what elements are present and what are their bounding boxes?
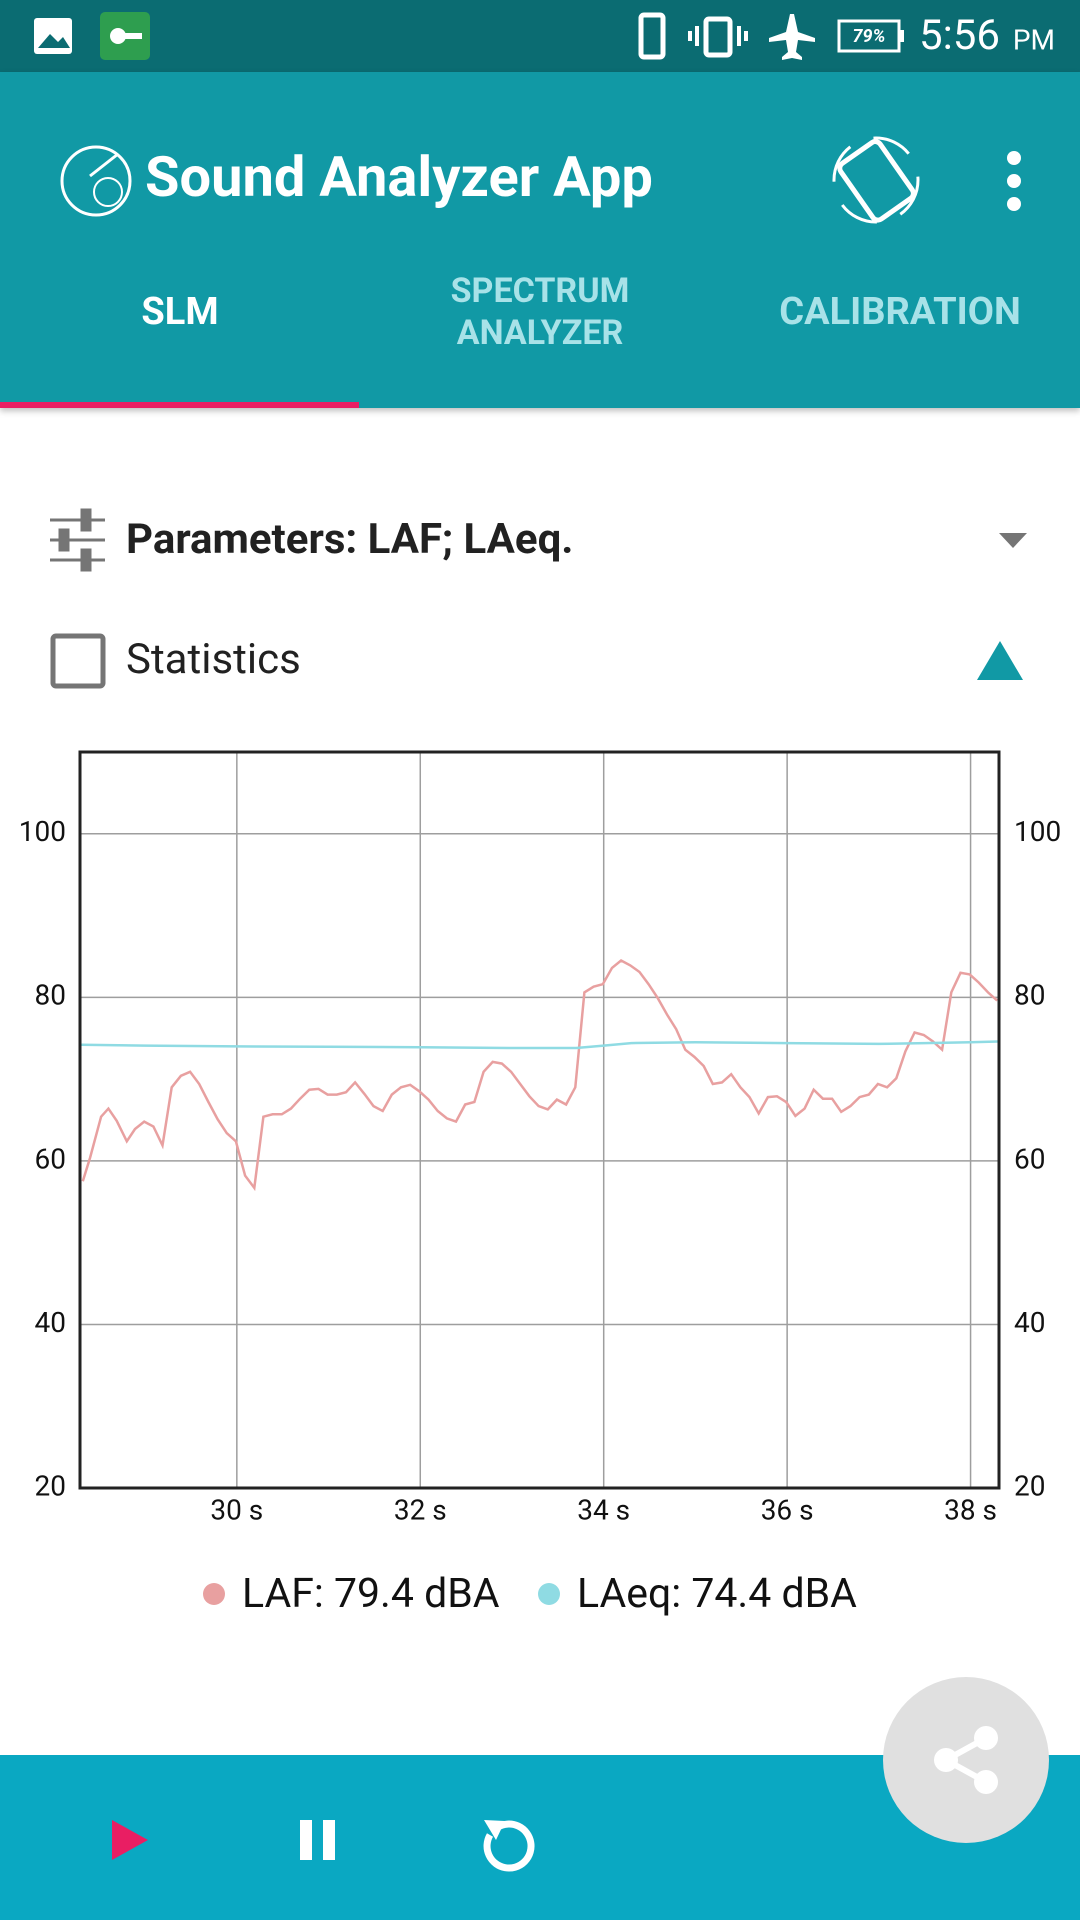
statistics-label: Statistics: [126, 635, 301, 684]
collapse-arrow[interactable]: [977, 641, 1023, 680]
airplane-icon: [769, 14, 815, 60]
y2-tick-label: 100: [1014, 815, 1061, 848]
app-bar: Sound Analyzer App SLM SPECTRUM ANALYZER…: [0, 72, 1080, 408]
x-tick-label: 38 s: [944, 1493, 997, 1526]
y-tick-label: 60: [35, 1142, 66, 1175]
y-tick-label: 100: [19, 815, 66, 848]
x-tick-label: 32 s: [394, 1493, 447, 1526]
tab[interactable]: CALIBRATION: [779, 290, 1021, 334]
app-bar-icons: Sound Analyzer App: [60, 136, 1021, 224]
tab-indicator: [0, 402, 359, 408]
menu-button[interactable]: [1007, 151, 1021, 211]
x-tick-label: 34 s: [577, 1493, 630, 1526]
y-tick-label: 40: [35, 1306, 66, 1339]
controls: Parameters: LAF; LAeq. Statistics: [50, 508, 1027, 689]
share-fab[interactable]: [880, 1674, 1055, 1849]
plot-frame: [78, 750, 1001, 1490]
y2-tick-label: 40: [1014, 1306, 1045, 1339]
battery-level: 79%: [853, 26, 886, 47]
reset-button[interactable]: [483, 1820, 535, 1872]
y2-tick-label: 60: [1014, 1142, 1045, 1175]
settings-icon: [50, 508, 105, 572]
y-tick-label: 20: [35, 1469, 66, 1502]
status-icons: 79% 5:56 PM: [34, 11, 1055, 60]
statistics-checkbox[interactable]: [50, 633, 106, 689]
rotate-button[interactable]: [837, 139, 916, 223]
y-tick-label: 80: [35, 979, 66, 1012]
app-logo: [60, 145, 132, 217]
y2-tick-label: 80: [1014, 979, 1045, 1012]
x-tick-label: 30 s: [210, 1493, 263, 1526]
play-button[interactable]: [112, 1820, 148, 1860]
status-bar: 79% 5:56 PM: [0, 0, 1080, 72]
tab[interactable]: SLM: [141, 290, 219, 334]
rotate-ring: [832, 136, 920, 224]
legend-label: LAF: 79.4 dBA: [242, 1570, 500, 1618]
x-tick-label: 36 s: [761, 1493, 814, 1526]
vibrate-icon: [703, 16, 733, 58]
chart: 20 40 60 80 100 20 40 60 80 100 30 s 32 s 34 s 36 s 38…: [19, 750, 1061, 1618]
phone-icon: [638, 12, 666, 60]
legend-label: LAeq: 74.4 dBA: [577, 1570, 857, 1618]
y2-tick-label: 20: [1014, 1469, 1045, 1502]
player-controls: [112, 1820, 535, 1872]
parameters-label[interactable]: Parameters: LAF; LAeq.: [126, 515, 573, 564]
clock-ampm: PM: [1013, 23, 1055, 56]
data-line: [81, 959, 999, 1192]
app-title: Sound Analyzer App: [145, 144, 653, 210]
legend-marker: [203, 1583, 225, 1605]
data-line: [80, 1040, 999, 1050]
pause-button[interactable]: [300, 1820, 335, 1860]
dropdown-arrow[interactable]: [999, 533, 1027, 548]
clock: 5:56: [919, 11, 1000, 60]
tab[interactable]: SPECTRUM ANALYZER: [450, 271, 630, 353]
legend-marker: [538, 1583, 560, 1605]
